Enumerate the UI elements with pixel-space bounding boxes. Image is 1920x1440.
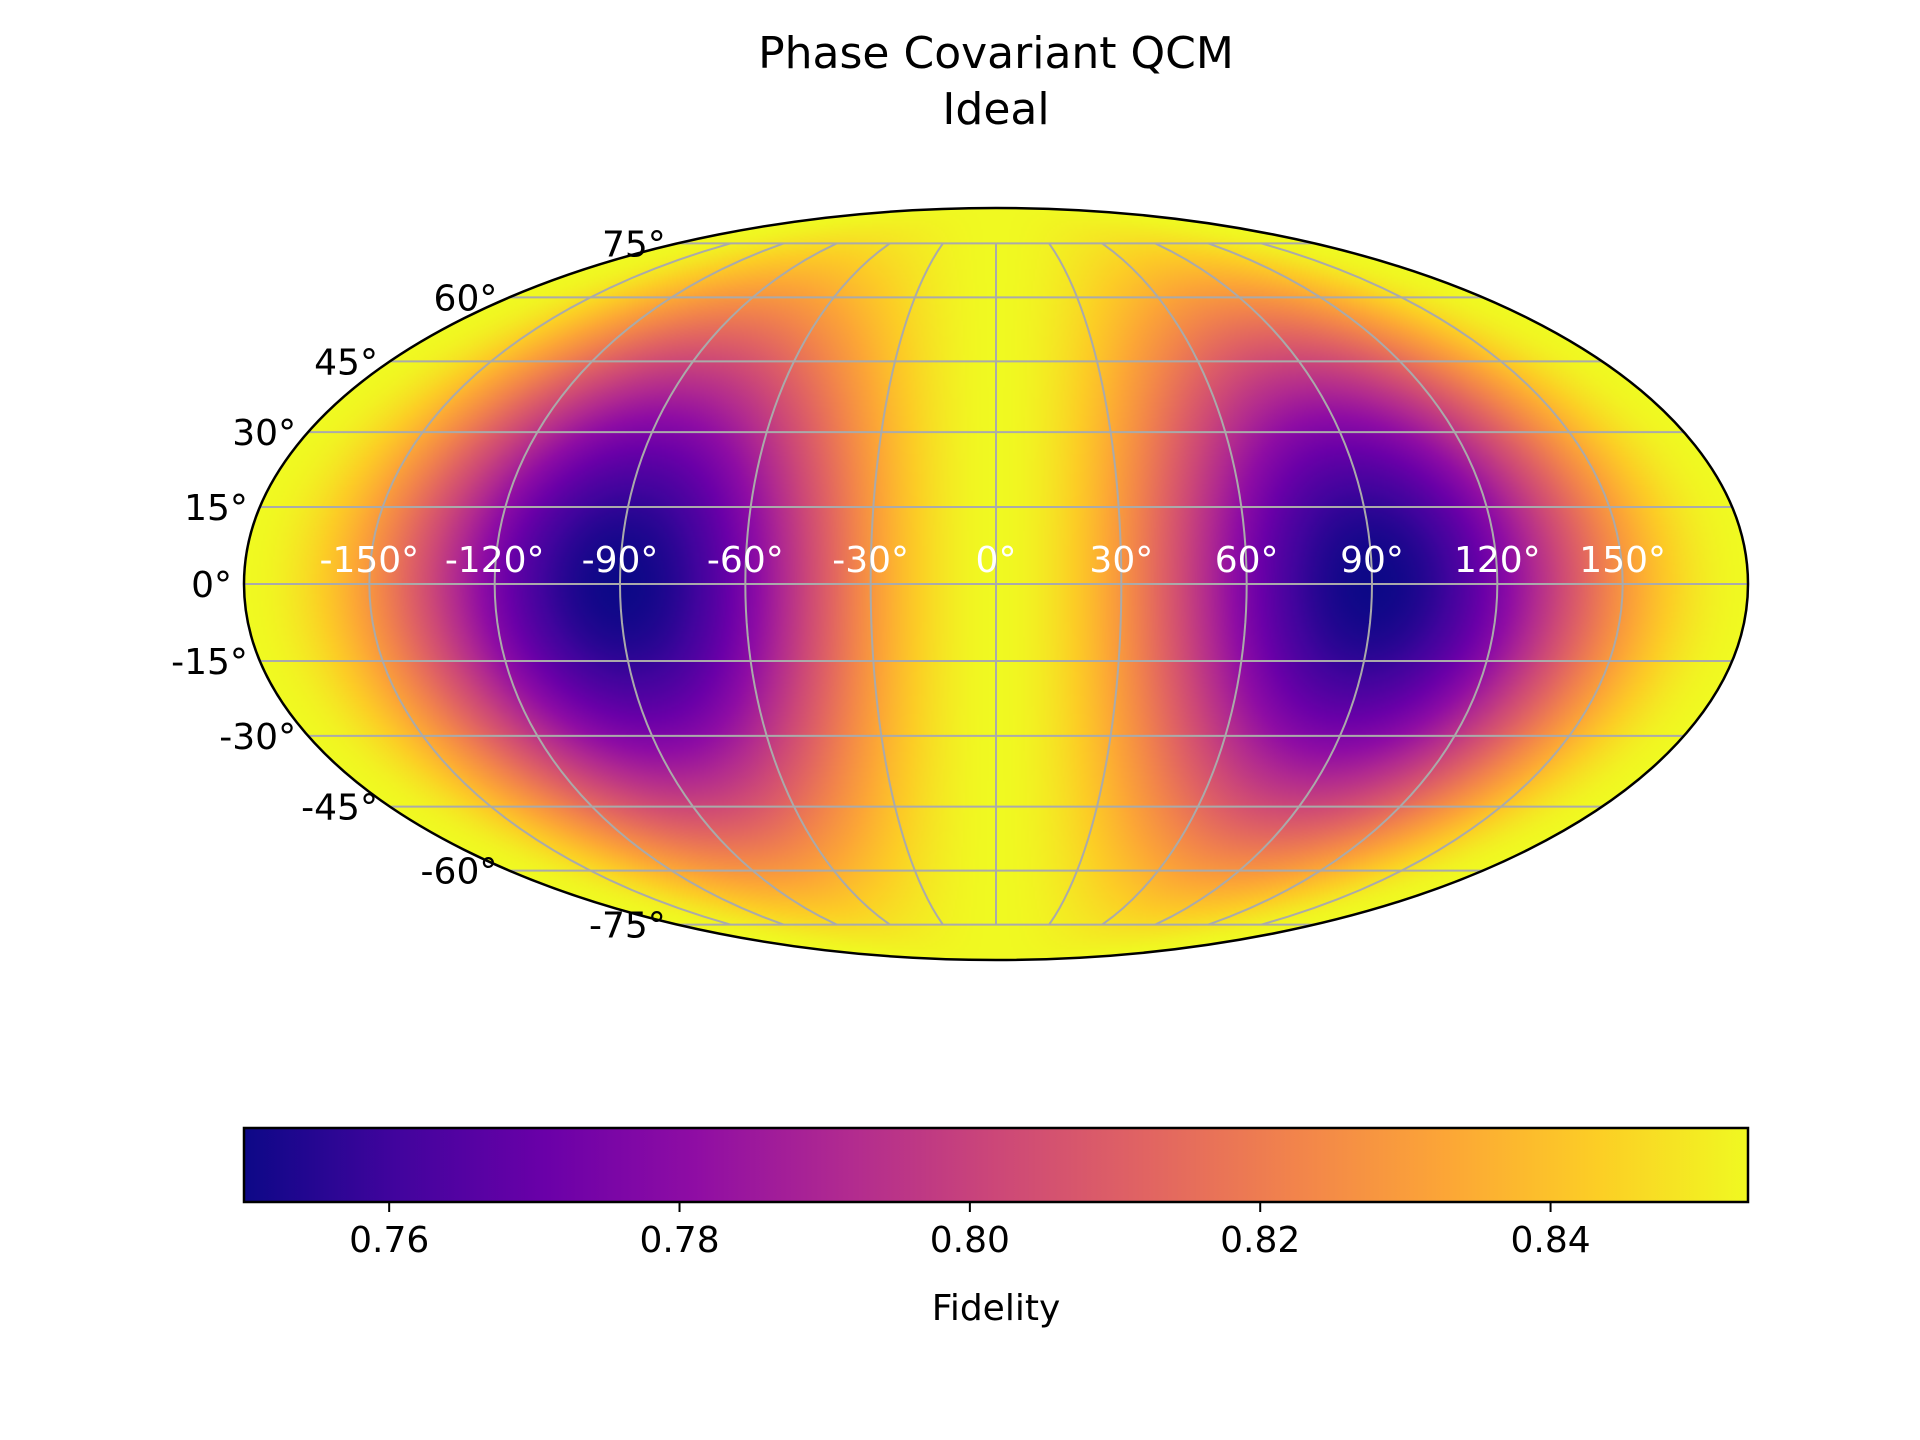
latitude-tick-label: 15° <box>184 488 248 529</box>
map-area: 75°60°45°30°15°0°-15°-30°-45°-60°-75° -1… <box>171 206 1750 962</box>
longitude-tick-label: 0° <box>976 540 1017 581</box>
latitude-tick-label: -45° <box>301 788 378 829</box>
colorbar-gradient <box>242 1126 1750 1204</box>
longitude-gridline <box>618 242 838 926</box>
longitude-gridline <box>1101 242 1248 926</box>
latitude-tick-label: -15° <box>171 642 248 683</box>
colorbar-tick-label: 0.76 <box>349 1220 429 1261</box>
latitude-tick-labels: 75° 60° 45° 30° 15° 0° -15° -30°-45° -60° -75° <box>171 224 666 946</box>
latitude-tick-label: -30° <box>219 717 296 758</box>
latitude-tick-label: -60° <box>421 852 498 893</box>
longitude-gridline <box>744 242 891 926</box>
map-outline <box>242 206 1750 962</box>
longitude-tick-label: -60° <box>707 540 784 581</box>
longitude-gridline <box>1260 242 1624 926</box>
colorbar-tick-label: 0.80 <box>930 1220 1010 1261</box>
longitude-tick-label: -30° <box>832 540 909 581</box>
latitude-tick-label: 75° <box>602 224 666 265</box>
longitude-gridline <box>1048 242 1123 926</box>
latitude-tick-label: 30° <box>232 413 296 454</box>
colorbar-tick-label: 0.82 <box>1220 1220 1300 1261</box>
colorbar-tick-label: 0.84 <box>1510 1220 1590 1261</box>
colorbar-ticks: 0.76 0.78 0.80 0.82 0.84 <box>349 1202 1591 1261</box>
colorbar-label: Fidelity <box>932 1288 1061 1329</box>
colorbar: 0.76 0.78 0.80 0.82 0.84 Fidelity <box>242 1126 1750 1329</box>
latitude-tick-label: 60° <box>434 278 498 319</box>
latitude-tick-label: 0° <box>191 565 232 606</box>
longitude-tick-label: -120° <box>445 540 545 581</box>
longitude-tick-label: 90° <box>1340 540 1404 581</box>
chart-title-line-1: Phase Covariant QCM <box>758 28 1234 79</box>
longitude-gridline <box>869 242 944 926</box>
longitude-tick-label: 60° <box>1215 540 1279 581</box>
longitude-gridline <box>493 242 785 926</box>
longitude-tick-label: 150° <box>1579 540 1666 581</box>
longitude-gridline <box>368 242 732 926</box>
longitude-gridline <box>1207 242 1499 926</box>
colorbar-tick-label: 0.78 <box>639 1220 719 1261</box>
latitude-tick-label: 45° <box>314 342 378 383</box>
longitude-tick-label: 120° <box>1454 540 1541 581</box>
latitude-tick-label: -75° <box>589 906 666 947</box>
longitude-tick-label: -150° <box>319 540 419 581</box>
longitude-tick-label: 30° <box>1089 540 1153 581</box>
longitude-tick-label: -90° <box>582 540 659 581</box>
chart-title-line-2: Ideal <box>942 84 1049 135</box>
longitude-gridline <box>1154 242 1374 926</box>
longitude-tick-labels: -150° -120° -90° -60° -30° 0° 30° 60° 90° 120° 150… <box>319 540 1666 581</box>
